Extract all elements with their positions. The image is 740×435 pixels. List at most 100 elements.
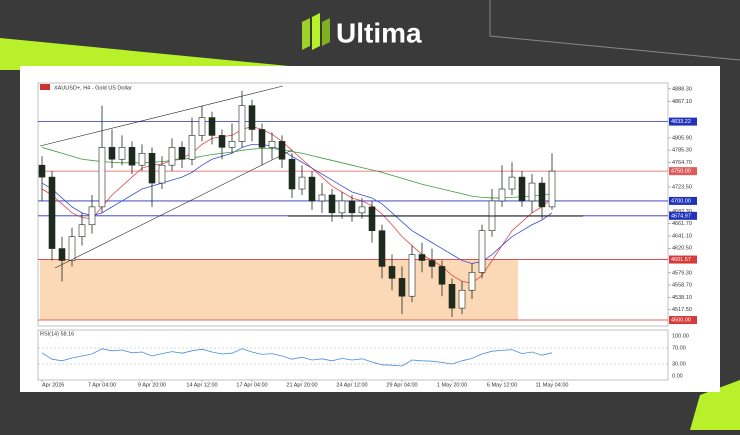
candle-body <box>48 176 56 249</box>
candle-body <box>408 254 416 297</box>
x-tick-label: 9 Apr 20:00 <box>138 382 166 388</box>
level-tag <box>669 167 697 176</box>
x-tick-label: 6 May 12:00 <box>487 382 517 388</box>
candle-body <box>78 224 86 237</box>
candle-body <box>478 230 486 273</box>
level-label: 4674.97 <box>671 213 691 219</box>
candle-body <box>278 141 286 160</box>
candle-body <box>338 200 346 214</box>
rsi-frame <box>37 329 669 381</box>
chart-title: XAUUSD+, H4 - Gold US Dollar <box>54 85 132 91</box>
candle-body <box>238 105 246 142</box>
rsi-tick-label: 0.00 <box>672 373 683 379</box>
rsi-tick-label: 70.00 <box>672 345 686 351</box>
candle-body <box>398 278 406 297</box>
candle-body <box>528 182 536 202</box>
candle-body <box>358 206 366 214</box>
x-tick-label: 17 Apr 04:00 <box>236 382 267 388</box>
price-frame <box>37 82 669 327</box>
y-tick-label: 4538.10 <box>672 295 692 301</box>
candle-body <box>258 129 266 148</box>
candle-body <box>388 266 396 279</box>
candle-body <box>158 164 166 184</box>
candle-body <box>148 152 156 184</box>
decor-line <box>489 0 740 61</box>
x-tick-label: 29 Apr 04:00 <box>386 382 417 388</box>
y-tick-label: 4805.90 <box>672 135 692 141</box>
y-tick-label: 4641.10 <box>672 233 692 239</box>
candle-body <box>468 272 476 291</box>
y-tick-label: 4558.70 <box>672 283 692 289</box>
logo: Ultima <box>302 13 422 50</box>
candle-body <box>138 152 146 166</box>
y-tick-label: 4867.10 <box>672 99 692 105</box>
candle-body <box>508 176 516 190</box>
candle-body <box>438 266 446 285</box>
level-tag <box>669 196 697 205</box>
candle-body <box>448 283 456 309</box>
x-tick-label: 11 May 04:00 <box>536 382 569 388</box>
candle-body <box>498 188 506 202</box>
candle-body <box>548 170 556 208</box>
candle-body <box>378 230 386 267</box>
candle-body <box>188 135 196 160</box>
level-tag <box>669 211 697 220</box>
x-tick-label: Apr 2026 <box>42 382 64 388</box>
candle-body <box>248 105 256 130</box>
candle-body <box>218 135 226 148</box>
candle-body <box>128 147 136 166</box>
moving-average <box>41 146 553 199</box>
candle-body <box>518 176 526 202</box>
logo-icon <box>302 18 310 50</box>
y-tick-label: 4620.50 <box>672 246 692 252</box>
x-tick-label: 21 Apr 20:00 <box>286 382 317 388</box>
candle-body <box>328 194 336 214</box>
candle-body <box>418 254 426 261</box>
rsi-tick-label: 100.00 <box>672 333 689 339</box>
x-tick-label: 1 May 20:00 <box>437 382 467 388</box>
y-tick-label: 4579.30 <box>672 270 692 276</box>
candle-body <box>308 176 316 202</box>
rsi-tick-label: 30.00 <box>672 361 686 367</box>
candle-body <box>538 182 546 208</box>
candle-body <box>118 147 126 160</box>
moving-average <box>41 143 553 264</box>
trend-line <box>39 85 284 147</box>
level-label: 4700.00 <box>671 198 691 204</box>
level-label: 4601.57 <box>671 257 691 263</box>
candle-body <box>198 117 206 136</box>
accent-shape <box>690 380 740 430</box>
y-tick-label: 4661.70 <box>672 221 692 227</box>
x-tick-label: 7 Apr 04:00 <box>88 382 116 388</box>
candle-body <box>98 147 106 208</box>
candle-body <box>88 206 96 226</box>
candle-body <box>348 200 356 214</box>
moving-average <box>41 126 553 284</box>
x-tick-label: 14 Apr 12:00 <box>186 382 217 388</box>
candle-body <box>68 236 76 261</box>
candle-body <box>318 194 326 202</box>
candle-body <box>268 141 276 148</box>
x-tick-label: 24 Apr 12:00 <box>336 382 367 388</box>
level-tag <box>669 316 697 325</box>
logo-icon <box>322 18 330 46</box>
symbol-flag <box>40 84 50 90</box>
trend-line <box>54 149 293 269</box>
y-tick-label: 4517.50 <box>672 307 692 313</box>
level-label: 4833.22 <box>671 119 691 125</box>
y-tick-label: 4723.50 <box>672 184 692 190</box>
candle-body <box>428 260 436 267</box>
candle-body <box>368 206 376 232</box>
candle-body <box>178 147 186 160</box>
rsi-label: RSI(14) 58.16 <box>40 331 74 337</box>
y-tick-label: 4764.70 <box>672 160 692 166</box>
y-tick-label: 4888.30 <box>672 86 692 92</box>
level-tag <box>669 117 697 126</box>
candle-body <box>208 117 216 136</box>
candle-body <box>298 176 306 190</box>
candle-body <box>38 164 46 178</box>
candle-body <box>108 147 116 160</box>
support-zone <box>40 259 518 321</box>
candle-body <box>288 158 296 190</box>
